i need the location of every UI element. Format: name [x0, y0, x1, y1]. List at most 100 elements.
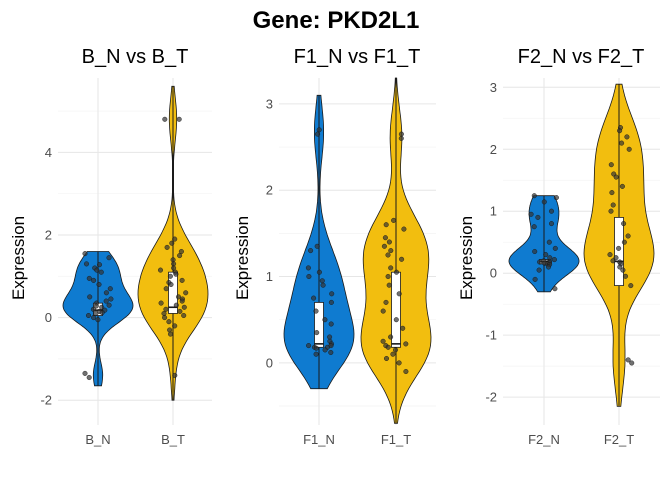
data-point-B_N — [94, 267, 100, 273]
data-point-B_T — [171, 265, 177, 271]
violin-group-B_N — [62, 251, 134, 387]
data-point-B_T — [173, 271, 179, 277]
data-point-F1_T — [386, 282, 392, 288]
x-tick-label: F2_T — [604, 432, 634, 447]
data-point-F1_T — [396, 291, 402, 297]
data-point-B_N — [93, 303, 99, 309]
data-point-F1_T — [383, 222, 389, 228]
y-tick-label: 3 — [266, 96, 273, 111]
data-point-B_T — [179, 277, 185, 283]
data-point-F2_T — [621, 221, 627, 227]
data-point-B_T — [172, 372, 178, 378]
panel-b-plot: -2 0 2 4 B_N B_T — [40, 78, 212, 447]
violin-group-F2_T — [583, 83, 655, 407]
data-point-B_N — [96, 282, 102, 288]
y-tick-label: 4 — [45, 145, 52, 160]
data-point-F1_T — [400, 325, 406, 331]
data-point-B_T — [162, 116, 168, 122]
data-point-F1_N — [322, 317, 328, 323]
data-point-B_T — [172, 236, 178, 242]
data-point-F1_T — [393, 317, 399, 323]
data-point-B_T — [176, 116, 182, 122]
data-point-F2_T — [608, 208, 614, 214]
data-point-B_T — [162, 315, 168, 321]
data-point-B_N — [87, 294, 93, 300]
data-point-F1_T — [388, 265, 394, 271]
y-tick-label: -1 — [485, 328, 497, 343]
panel-f1: F1_N vs F1_T Expression 0 1 2 3 F1_N F1_T — [233, 46, 436, 447]
data-point-F1_N — [308, 248, 314, 254]
data-point-F1_T — [380, 308, 386, 314]
data-point-F1_N — [315, 131, 321, 137]
data-point-B_N — [82, 251, 88, 257]
data-point-F2_T — [607, 252, 613, 258]
data-point-F1_T — [388, 334, 394, 340]
data-point-B_T — [158, 300, 164, 306]
data-point-B_T — [177, 308, 183, 314]
box-F2_T — [614, 217, 624, 286]
y-tick-label: 1 — [266, 269, 273, 284]
data-point-B_T — [167, 273, 173, 279]
x-tick-label: F2_N — [528, 432, 560, 447]
data-point-B_T — [163, 306, 169, 312]
violin-group-F1_T — [360, 77, 432, 424]
panel-f2-ylabel: Expression — [457, 216, 476, 300]
data-point-F1_T — [382, 235, 388, 241]
data-point-B_T — [164, 244, 170, 250]
violin-group-F1_N — [283, 94, 355, 390]
data-point-B_T — [166, 319, 172, 325]
data-point-B_N — [103, 290, 109, 296]
data-point-F1_T — [385, 344, 391, 350]
data-point-F1_N — [316, 127, 322, 133]
data-point-B_N — [99, 304, 105, 310]
panel-b-ylabel: Expression — [9, 216, 28, 300]
data-point-B_T — [181, 313, 187, 319]
data-point-F2_T — [613, 255, 619, 261]
x-tick-label: B_N — [85, 432, 110, 447]
data-point-F2_N — [552, 286, 558, 292]
data-point-F2_T — [621, 239, 627, 245]
data-point-F2_N — [528, 211, 534, 217]
data-point-B_N — [107, 286, 113, 292]
data-point-B_N — [86, 375, 92, 381]
data-point-F2_N — [546, 264, 552, 270]
y-tick-label: 2 — [45, 227, 52, 242]
data-point-F1_T — [398, 131, 404, 137]
data-point-F1_T — [381, 243, 387, 249]
y-tick-label: 0 — [266, 355, 273, 370]
data-point-F2_N — [546, 239, 552, 245]
data-point-F1_T — [399, 256, 405, 262]
data-point-F1_N — [306, 274, 312, 280]
data-point-F1_N — [327, 334, 333, 340]
data-point-B_N — [90, 306, 96, 312]
data-point-B_N — [99, 310, 105, 316]
data-point-F2_N — [531, 224, 537, 230]
y-tick-label: 3 — [490, 80, 497, 95]
y-tick-label: -2 — [40, 393, 52, 408]
data-point-B_N — [82, 370, 88, 376]
data-point-B_T — [157, 267, 163, 273]
x-tick-label: F1_T — [381, 432, 411, 447]
data-point-F2_N — [549, 208, 555, 214]
data-point-B_T — [169, 240, 175, 246]
data-point-B_T — [167, 331, 173, 337]
panel-f2-plot: -2 -1 0 1 2 3 F2_N F2_T — [485, 78, 660, 447]
data-point-F1_T — [401, 226, 407, 232]
data-point-F2_T — [608, 162, 614, 168]
x-tick-label: F1_N — [303, 432, 335, 447]
data-point-F2_T — [617, 264, 623, 270]
data-point-F2_N — [535, 214, 541, 220]
data-point-B_N — [103, 298, 109, 304]
data-point-B_N — [91, 315, 97, 321]
data-point-F2_T — [619, 183, 625, 189]
data-point-F1_N — [316, 269, 322, 275]
data-point-F1_T — [396, 360, 402, 366]
data-point-F2_T — [609, 190, 615, 196]
data-point-F1_T — [388, 248, 394, 254]
data-point-F1_N — [322, 347, 328, 353]
panel-f1-plot: 0 1 2 3 F1_N F1_T — [266, 77, 436, 447]
data-point-F2_T — [613, 174, 619, 180]
data-point-F2_T — [623, 273, 629, 279]
data-point-B_N — [106, 302, 112, 308]
